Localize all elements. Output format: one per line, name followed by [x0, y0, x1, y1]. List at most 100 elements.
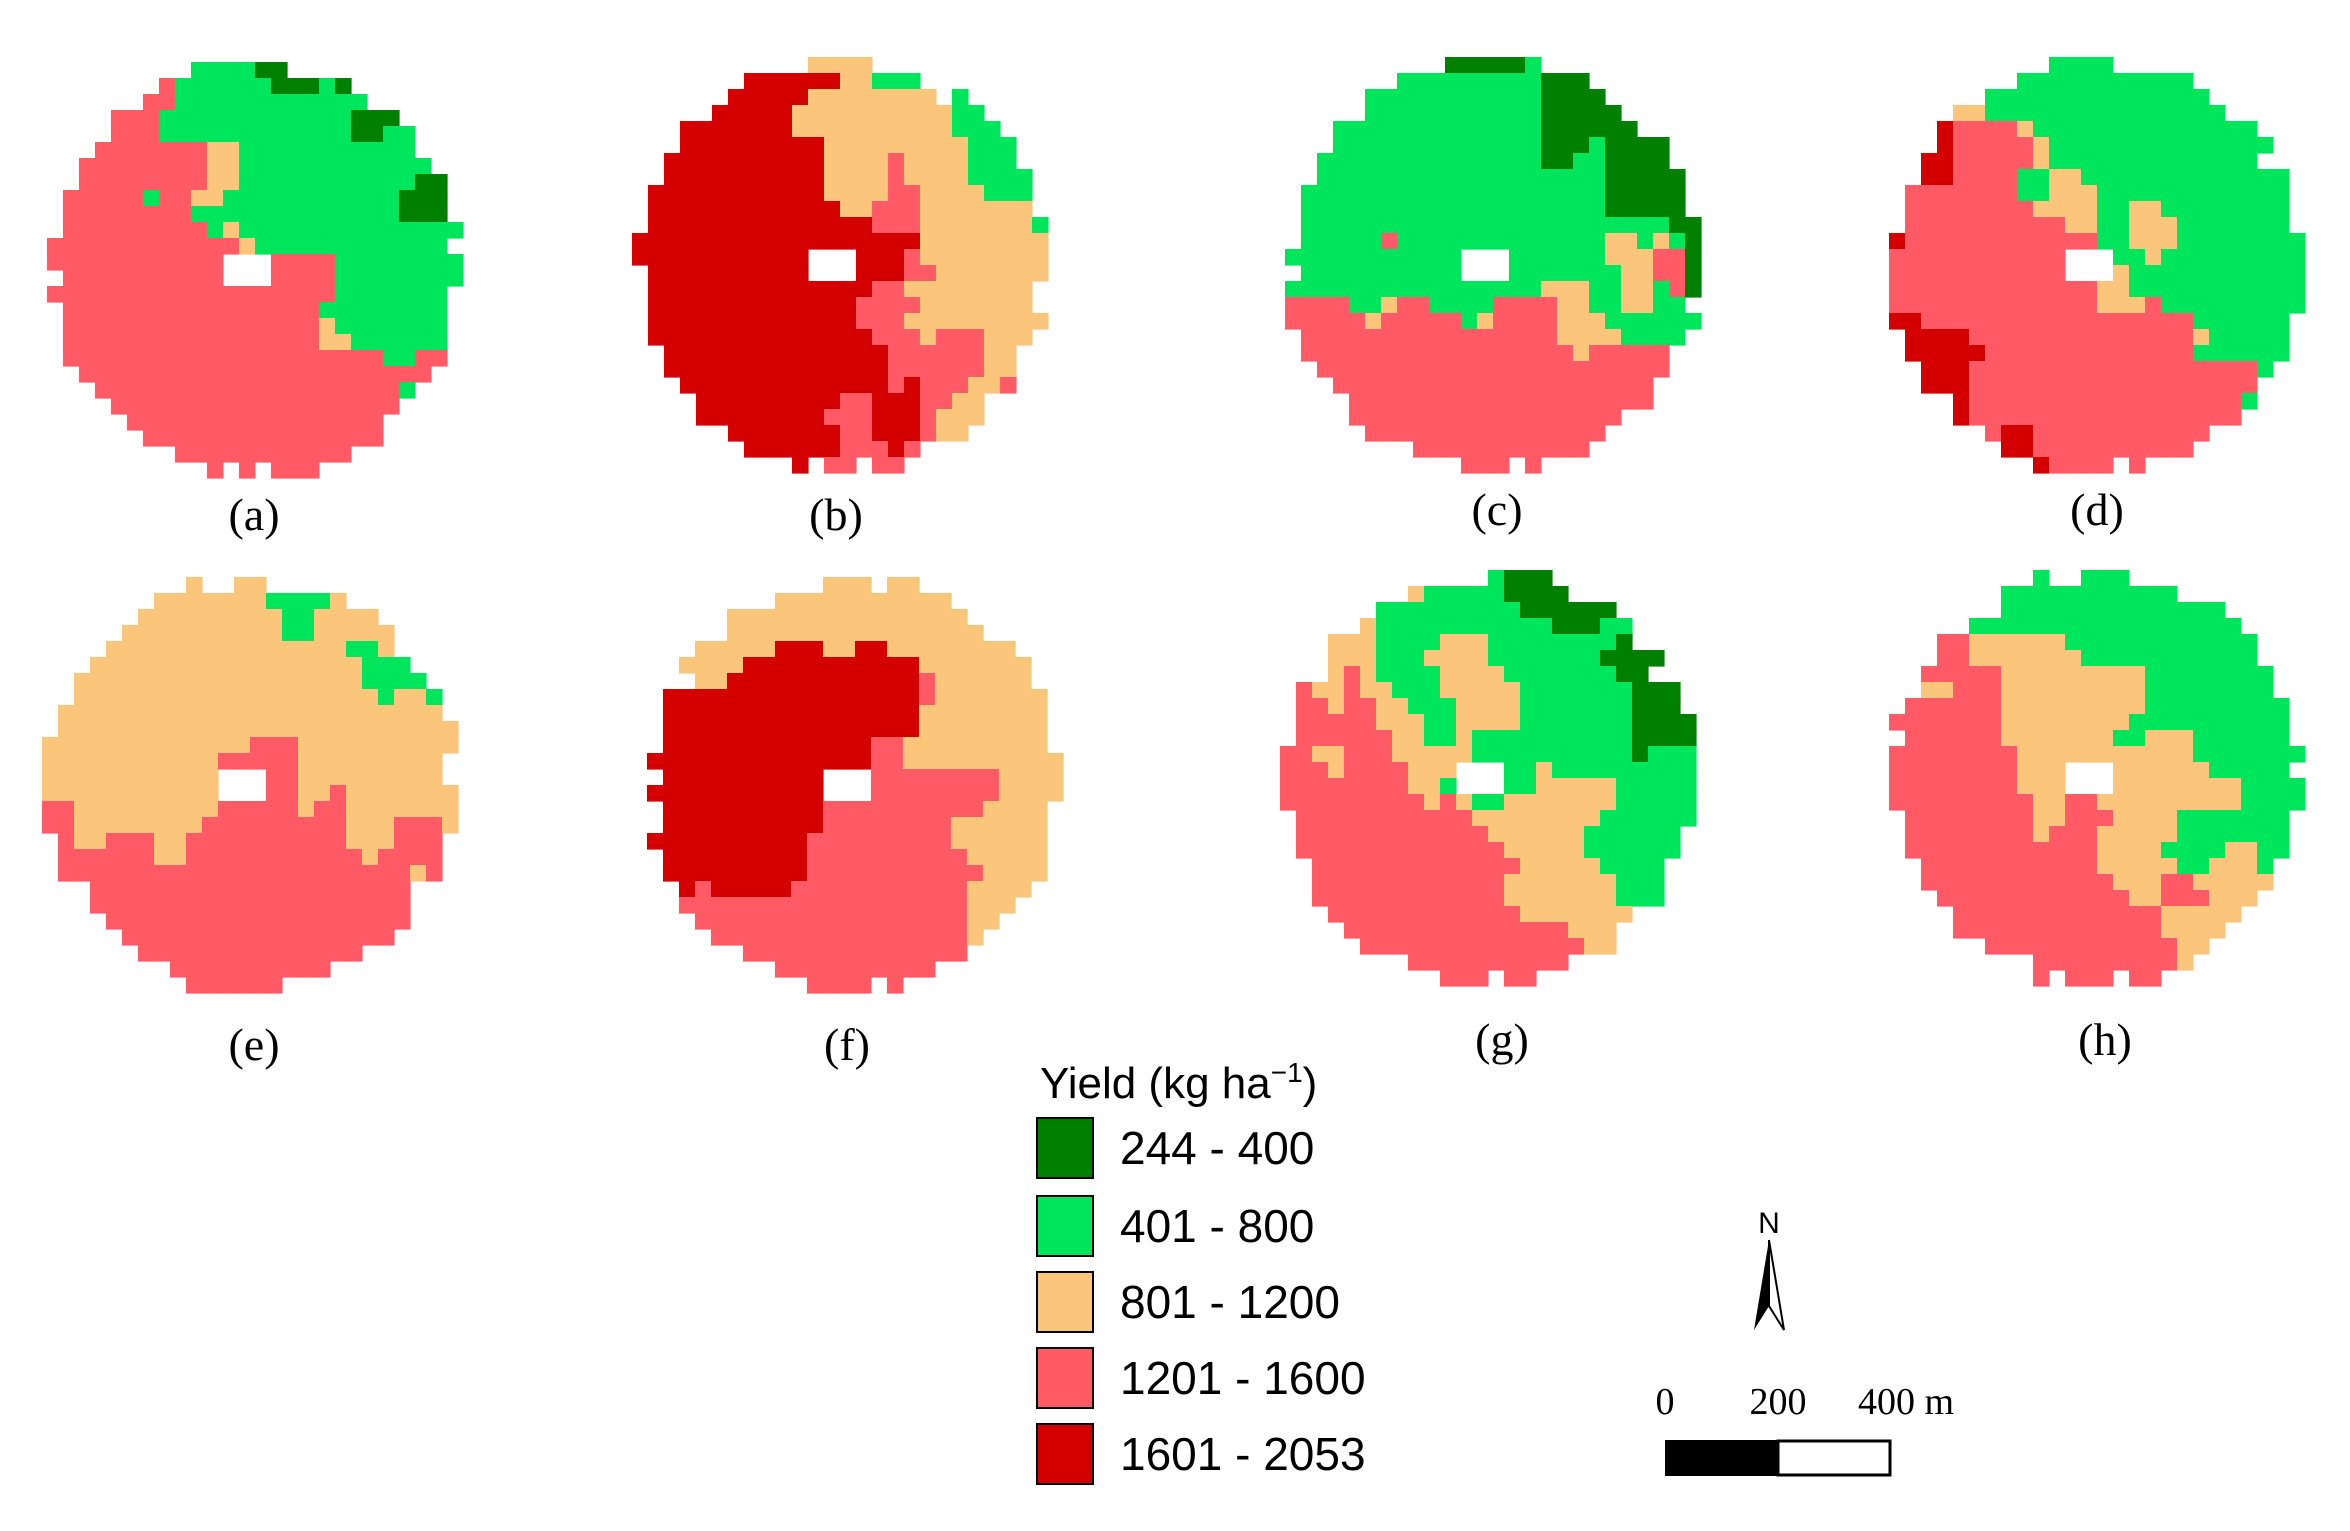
raster-cell [223, 334, 240, 351]
raster-cell [887, 641, 904, 658]
raster-cell [1344, 794, 1361, 811]
raster-cell [856, 313, 873, 330]
raster-cell [186, 945, 203, 962]
raster-cell [1413, 425, 1430, 442]
raster-cell [191, 158, 208, 175]
yield-map-panels: (a) (b) (c) (d)(e) (f) (g) (h) [42, 57, 2306, 1070]
raster-cell [824, 329, 841, 346]
raster-cell [106, 657, 123, 674]
raster-cell [1312, 746, 1329, 763]
raster-cell [1424, 634, 1441, 651]
raster-cell [223, 238, 240, 255]
raster-cell [1312, 762, 1329, 779]
raster-cell [1921, 666, 1938, 683]
raster-cell [74, 721, 91, 738]
raster-cell [175, 334, 192, 351]
raster-cell [1016, 313, 1033, 330]
raster-cell [138, 881, 155, 898]
raster-cell [648, 297, 665, 314]
raster-cell [1600, 938, 1617, 955]
raster-cell [743, 721, 760, 738]
raster-cell [250, 609, 267, 626]
raster-cell [967, 817, 984, 834]
raster-cell [335, 126, 352, 143]
raster-cell [1541, 393, 1558, 410]
raster-cell [2161, 666, 2178, 683]
raster-cell [143, 366, 160, 383]
raster-cell [170, 689, 187, 706]
raster-cell [808, 201, 825, 218]
raster-cell [154, 689, 171, 706]
raster-cell [824, 201, 841, 218]
raster-cell [298, 673, 315, 690]
raster-cell [664, 153, 681, 170]
raster-cell [138, 817, 155, 834]
raster-cell [1504, 826, 1521, 843]
raster-cell [1921, 826, 1938, 843]
raster-cell [303, 158, 320, 175]
raster-cell [2161, 698, 2178, 715]
raster-cell [303, 462, 320, 479]
raster-cell [175, 430, 192, 447]
raster-cell [2017, 153, 2034, 170]
raster-cell [1541, 137, 1558, 154]
raster-cell [791, 849, 808, 866]
raster-cell [122, 865, 139, 882]
raster-cell [1573, 249, 1590, 266]
raster-cell [1440, 714, 1457, 731]
raster-cell [2097, 217, 2114, 234]
raster-cell [760, 265, 777, 282]
raster-cell [234, 977, 251, 994]
raster-cell [2049, 634, 2066, 651]
raster-cell [1440, 810, 1457, 827]
raster-cell [1493, 233, 1510, 250]
raster-cell [1605, 313, 1622, 330]
raster-cell [983, 753, 1000, 770]
raster-cell [1456, 954, 1473, 971]
raster-cell [999, 673, 1016, 690]
raster-cell [202, 929, 219, 946]
raster-cell [1905, 345, 1922, 362]
raster-cell [2161, 954, 2178, 971]
raster-cell [2177, 153, 2194, 170]
raster-cell [1921, 217, 1938, 234]
raster-cell [1360, 794, 1377, 811]
raster-cell [2193, 425, 2210, 442]
raster-cell [2033, 73, 2050, 90]
raster-cell [106, 641, 123, 658]
raster-cell [159, 126, 176, 143]
raster-cell [743, 785, 760, 802]
raster-cell [1016, 185, 1033, 202]
raster-cell [1937, 714, 1954, 731]
raster-cell [1472, 890, 1489, 907]
raster-cell [2017, 778, 2034, 795]
raster-cell [1413, 345, 1430, 362]
raster-cell [983, 785, 1000, 802]
raster-cell [2129, 297, 2146, 314]
raster-cell [170, 641, 187, 658]
raster-cell [2257, 826, 2274, 843]
raster-cell [839, 641, 856, 658]
raster-cell [1392, 810, 1409, 827]
raster-cell [378, 705, 395, 722]
raster-cell [1985, 874, 2002, 891]
raster-cell [2113, 666, 2130, 683]
raster-cell [1381, 89, 1398, 106]
raster-cell [255, 350, 272, 367]
raster-cell [1360, 682, 1377, 699]
raster-cell [2273, 313, 2290, 330]
raster-cell [2097, 634, 2114, 651]
raster-cell [143, 430, 160, 447]
raster-cell [175, 318, 192, 335]
raster-cell [887, 577, 904, 594]
raster-cell [1376, 858, 1393, 875]
raster-cell [824, 185, 841, 202]
raster-cell [920, 361, 937, 378]
raster-cell [2161, 217, 2178, 234]
raster-cell [1568, 842, 1585, 859]
raster-cell [1333, 329, 1350, 346]
raster-cell [239, 222, 256, 239]
raster-cell [298, 593, 315, 610]
raster-cell [887, 833, 904, 850]
raster-cell [936, 409, 953, 426]
